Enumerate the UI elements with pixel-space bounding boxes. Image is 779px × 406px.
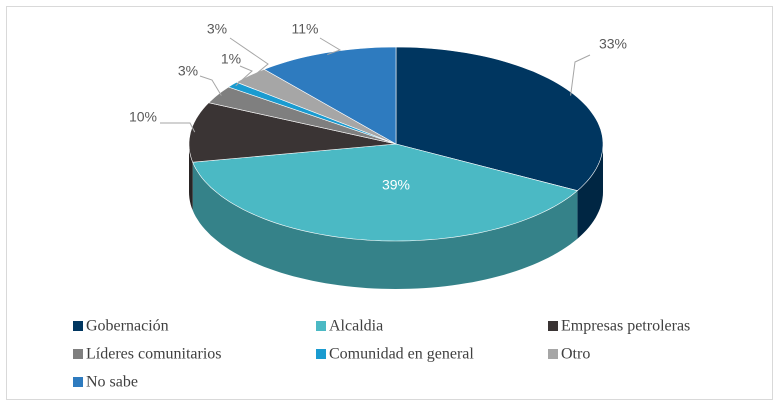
leader-line — [319, 37, 342, 56]
leader-line — [235, 65, 253, 87]
legend-swatch — [73, 377, 83, 387]
legend-label: Comunidad en general — [329, 346, 474, 363]
legend-swatch — [548, 321, 558, 331]
slice-side — [577, 144, 603, 239]
legend-swatch — [316, 349, 326, 359]
legend-swatch — [316, 321, 326, 331]
data-label: 3% — [207, 21, 227, 37]
data-label: 3% — [178, 63, 198, 79]
legend-label: Líderes comunitarios — [86, 346, 222, 363]
data-label: 1% — [221, 51, 241, 67]
legend-label: Gobernación — [86, 318, 169, 335]
data-label: 33% — [599, 36, 627, 52]
leader-line — [570, 54, 591, 96]
leader-line — [160, 122, 196, 133]
legend-swatch — [73, 321, 83, 331]
slice — [235, 68, 397, 145]
legend-swatch — [73, 349, 83, 359]
legend-label: Empresas petroleras — [561, 318, 690, 335]
data-label: 39% — [382, 177, 410, 193]
slice — [192, 143, 579, 242]
legend-swatch — [548, 349, 558, 359]
slice-side — [192, 162, 578, 289]
leader-line — [199, 75, 222, 96]
legend-label: No sabe — [86, 374, 138, 391]
slice — [263, 46, 397, 145]
slice — [208, 86, 397, 145]
legend-label: Otro — [561, 346, 590, 363]
slice — [395, 46, 604, 192]
leader-line — [229, 37, 269, 78]
slice — [188, 102, 397, 163]
data-label: 10% — [129, 109, 157, 125]
legend-label: Alcaldia — [329, 318, 383, 335]
data-label: 11% — [292, 21, 319, 37]
